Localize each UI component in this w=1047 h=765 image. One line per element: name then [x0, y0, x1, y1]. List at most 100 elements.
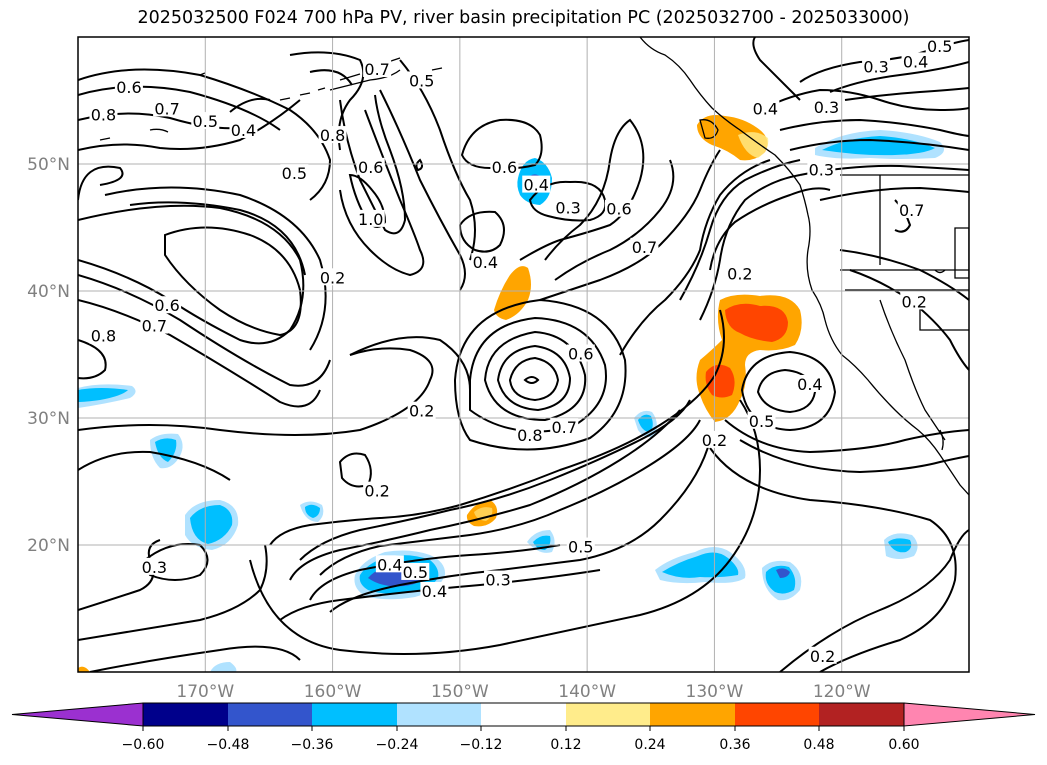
- contour-label-bg: [420, 581, 449, 599]
- contour-label: 0.7: [899, 201, 924, 220]
- contour-label-bg: [490, 157, 519, 175]
- lat-tick-label: 50°N: [27, 155, 70, 175]
- colorbar-segment: [650, 703, 735, 726]
- precip-strong-area-ne-pacific-south: [705, 364, 735, 398]
- contour-label: 0.8: [517, 426, 542, 445]
- gridline-layer: [78, 37, 969, 672]
- contour-label: 0.5: [927, 37, 952, 56]
- contour-label-bg: [807, 160, 836, 178]
- contour-label-bg: [89, 326, 118, 344]
- colorbar-segment: [819, 703, 904, 726]
- colorbar-tick-label: −0.48: [207, 737, 250, 753]
- colorbar-tick-label: 0.48: [803, 737, 834, 753]
- contour-label-bg: [140, 316, 169, 334]
- contour-label-bg: [318, 126, 347, 144]
- contour-label: 0.6: [492, 158, 517, 177]
- contour-label-bg: [747, 411, 776, 429]
- colorbar-tick-label: 0.36: [719, 737, 750, 753]
- longitude-tick-labels: 170°W 160°W 150°W 140°W 130°W 120°W: [176, 682, 870, 702]
- contour-label-bg: [808, 646, 837, 664]
- contour-label: 0.6: [154, 296, 179, 315]
- contour-label-bg: [401, 562, 430, 580]
- contour-label-bg: [554, 198, 583, 216]
- colorbar-tick-label: −0.36: [291, 737, 334, 753]
- lon-tick-label: 120°W: [813, 682, 871, 702]
- contour-label: 0.2: [409, 402, 434, 421]
- contour-label-bg: [356, 209, 385, 227]
- contour-label-bg: [566, 537, 595, 555]
- latitude-tick-labels: 20°N 30°N 40°N 50°N: [27, 155, 70, 556]
- contour-label-bg: [812, 98, 841, 116]
- contour-label-bg: [153, 99, 182, 117]
- colorbar-tick-label: 0.24: [634, 737, 665, 753]
- contour-label: 0.4: [231, 121, 256, 140]
- contour-label: 0.2: [364, 482, 389, 501]
- contour-label: 0.6: [358, 158, 383, 177]
- contour-label: 0.5: [749, 412, 774, 431]
- pv-contour-layer: [78, 37, 969, 672]
- contour-label-bg: [725, 264, 754, 282]
- colorbar-extend-high: [903, 702, 1036, 727]
- colorbar-segment: [735, 703, 819, 726]
- contour-label-bg: [751, 99, 780, 117]
- contour-label: 0.4: [524, 176, 549, 195]
- map-title: 2025032500 F024 700 hPa PV, river basin …: [137, 8, 910, 28]
- contour-label: 0.2: [320, 268, 345, 287]
- contour-label: 0.3: [555, 198, 580, 217]
- contour-label-bg: [566, 344, 595, 362]
- contour-label: 0.6: [116, 78, 141, 97]
- precip-light-area-bc: [738, 132, 769, 158]
- contour-label: 0.2: [702, 431, 727, 450]
- contour-label: 0.8: [91, 327, 116, 346]
- contour-label-bg: [700, 430, 729, 448]
- contour-label-bg: [407, 71, 436, 89]
- contour-label: 0.5: [193, 112, 218, 131]
- contour-label-bg: [191, 112, 220, 130]
- contour-label: 0.3: [142, 558, 167, 577]
- colorbar: −0.60 −0.48 −0.36 −0.24 −0.12 0.12 0.24 0.36 0.4…: [11, 702, 1036, 753]
- contour-label-bg: [522, 175, 551, 193]
- colorbar-segment: [143, 703, 228, 726]
- contour-label-bg: [897, 200, 926, 218]
- precip-positive-area-145w: [494, 266, 531, 320]
- contour-label: 0.7: [154, 99, 179, 118]
- lon-tick-label: 130°W: [686, 682, 744, 702]
- contour-label: 0.4: [473, 253, 498, 272]
- contour-label: 0.3: [485, 571, 510, 590]
- contour-label-bg: [140, 557, 169, 575]
- contour-label: 0.7: [552, 418, 577, 437]
- contour-label-bg: [795, 374, 824, 392]
- contour-label: 0.7: [364, 60, 389, 79]
- precip-strong-area-ne-pacific-north: [725, 303, 788, 342]
- colorbar-segment: [481, 703, 566, 726]
- contour-label-bg: [153, 296, 182, 314]
- contour-label: 0.2: [727, 264, 752, 283]
- contour-label: 0.4: [797, 375, 822, 394]
- lon-tick-label: 150°W: [431, 682, 489, 702]
- contour-label: 0.5: [409, 71, 434, 90]
- colorbar-segment: [228, 703, 312, 726]
- contour-label: 0.7: [632, 238, 657, 257]
- colorbar-tick-label: 0.12: [550, 737, 581, 753]
- contour-label-bg: [484, 570, 513, 588]
- contour-label-bg: [375, 555, 404, 573]
- colorbar-segment: [397, 703, 481, 726]
- colorbar-extend-low: [11, 702, 144, 727]
- contour-label-bg: [900, 292, 929, 310]
- lon-tick-label: 140°W: [558, 682, 616, 702]
- contour-label: 0.3: [863, 57, 888, 76]
- contour-label: 0.5: [282, 164, 307, 183]
- contour-label: 0.4: [903, 52, 928, 71]
- lat-tick-label: 30°N: [27, 409, 70, 429]
- contour-label-bg: [925, 37, 954, 55]
- contour-label-bg: [280, 164, 309, 182]
- colorbar-tick-label: −0.12: [460, 737, 503, 753]
- contour-label-bg: [363, 60, 392, 78]
- contour-label: 0.8: [320, 126, 345, 145]
- contour-label: 1.0: [358, 210, 383, 229]
- contour-label: 0.4: [377, 555, 402, 574]
- colorbar-segment: [312, 703, 397, 726]
- contour-label: 0.2: [902, 292, 927, 311]
- lon-tick-label: 170°W: [176, 682, 234, 702]
